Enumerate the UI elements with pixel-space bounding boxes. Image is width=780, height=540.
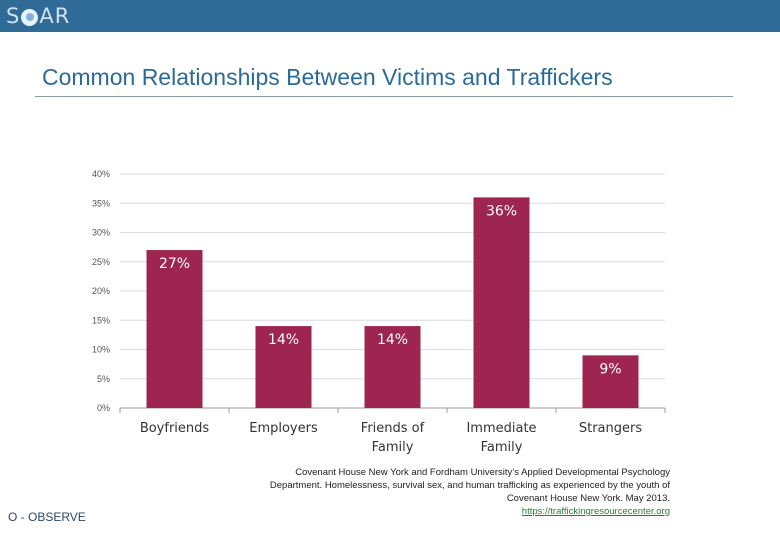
page-title: Common Relationships Between Victims and… (42, 64, 613, 90)
header-bar: S AR (0, 0, 780, 32)
logo-circle-icon (21, 8, 39, 26)
y-tick-label: 25% (92, 257, 110, 267)
data-label: 36% (486, 203, 517, 219)
y-tick-label: 10% (92, 345, 110, 355)
y-tick-label: 15% (92, 315, 110, 325)
bar (473, 197, 530, 408)
data-label: 27% (159, 256, 190, 272)
bar (255, 326, 312, 408)
x-tick-label: Strangers (579, 421, 642, 436)
source-link[interactable]: https://traffickingresourcecenter.org (521, 506, 670, 517)
bar (582, 355, 639, 408)
data-label: 14% (268, 332, 299, 348)
soar-logo: S AR (6, 3, 70, 29)
bar (146, 250, 203, 408)
source-citation: Covenant House New York and Fordham Univ… (250, 466, 670, 518)
y-tick-label: 30% (92, 228, 110, 238)
x-tick-label: Family (481, 440, 523, 455)
source-text: Covenant House New York and Fordham Univ… (269, 467, 670, 504)
data-label: 9% (599, 361, 621, 377)
y-tick-label: 5% (97, 374, 110, 384)
y-tick-label: 40% (92, 169, 110, 179)
data-label: 14% (377, 332, 408, 348)
footer-label: O - OBSERVE (8, 510, 86, 524)
x-tick-label: Friends of (361, 421, 425, 436)
x-tick-label: Employers (249, 421, 318, 436)
logo-text-right: AR (39, 4, 71, 28)
x-tick-label: Immediate (466, 421, 536, 436)
y-tick-label: 35% (92, 198, 110, 208)
y-tick-label: 0% (97, 403, 110, 413)
title-divider (35, 96, 733, 97)
y-tick-label: 20% (92, 286, 110, 296)
bar (364, 326, 421, 408)
logo-text-left: S (6, 4, 21, 28)
x-tick-label: Boyfriends (140, 421, 210, 436)
x-tick-label: Family (372, 440, 414, 455)
